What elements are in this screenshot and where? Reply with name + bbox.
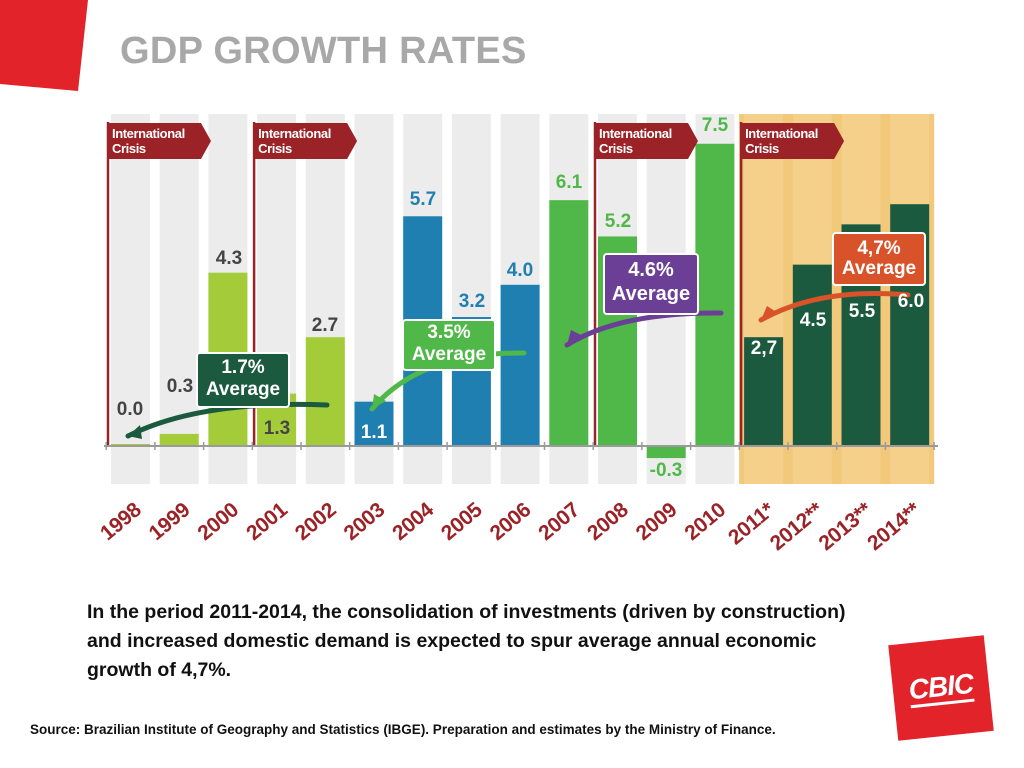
gdp-growth-chart: 1.7%Average3.5%Average4.6%Average4,7%Ave… (96, 114, 938, 555)
crisis-label-line2: Crisis (745, 141, 779, 156)
average-value-label: 4.6% (628, 259, 674, 281)
value-label-2002: 2.7 (312, 315, 338, 336)
x-tick-label: 2013** (814, 497, 877, 555)
average-value-label: 3.5% (427, 322, 470, 343)
average-arrowhead (761, 306, 778, 320)
year-labels-layer: 1998 1999 2000 2001 2002 2003 2004 2005 2006 2007… (96, 497, 926, 555)
crisis-banner (741, 123, 845, 159)
page-title: GDP GROWTH RATES (120, 30, 527, 72)
source-note: Source: Brazilian Institute of Geography… (30, 722, 776, 737)
average-arrowhead (372, 394, 386, 409)
summary-paragraph: In the period 2011-2014, the consolidati… (87, 601, 846, 681)
average-value-label: 1.7% (221, 357, 264, 378)
bar-2009 (646, 446, 686, 459)
bar-2007 (549, 200, 589, 446)
average-caption-label: Average (842, 258, 916, 279)
average-caption-label: Average (412, 344, 486, 365)
value-label-1998: 0.0 (117, 399, 143, 420)
average-badge (603, 253, 699, 315)
value-labels-layer: 0.0 0.3 4.3 1.3 2.7 1.1 5.7 3.2 4.0 6.1 5.2 -0.3 7.5… (117, 115, 924, 481)
value-label-2011: 2,7 (751, 338, 777, 359)
axis-layer (104, 442, 938, 450)
x-tick-label: 2000 (193, 498, 243, 545)
value-label-2001: 1.3 (264, 418, 290, 439)
average-caption-label: Average (612, 283, 690, 305)
crisis-markers-layer: InternationalCrisisInternationalCrisisIn… (108, 123, 845, 159)
bar-stripe (159, 114, 199, 484)
value-label-2012: 4.5 (800, 310, 827, 331)
value-label-2007: 6.1 (556, 172, 583, 193)
crisis-label-line1: International (599, 126, 672, 141)
value-label-1999: 0.3 (167, 376, 193, 397)
x-tick-label: 2001 (242, 498, 292, 545)
bar-2010 (695, 143, 735, 446)
x-tick-label: 1999 (145, 498, 195, 545)
x-tick-label: 2005 (437, 498, 487, 545)
crisis-label-line1: International (258, 126, 331, 141)
average-badge (402, 319, 496, 371)
value-label-2008: 5.2 (605, 211, 631, 232)
value-label-2004: 5.7 (410, 189, 436, 210)
average-caption-label: Average (206, 379, 280, 400)
value-label-2006: 4.0 (507, 260, 533, 281)
crisis-banner (254, 123, 358, 159)
value-label-2000: 4.3 (216, 248, 242, 269)
x-tick-label: 2007 (534, 498, 584, 545)
crisis-label-line2: Crisis (599, 141, 633, 156)
bar-stripe (111, 114, 150, 484)
x-tick-label: 2003 (340, 498, 390, 545)
x-tick-label: 2014** (863, 497, 926, 555)
averages-layer: 1.7%Average3.5%Average4.6%Average4,7%Ave… (125, 232, 926, 439)
bar-2006 (500, 284, 540, 446)
average-arrowhead (567, 330, 583, 345)
x-tick-label: 2008 (583, 498, 633, 545)
bar-2011 (744, 337, 784, 446)
logo-text: CBIC (907, 667, 975, 708)
average-badge (832, 232, 926, 286)
x-tick-label: 2002 (291, 498, 341, 545)
cbic-logo: CBIC (888, 635, 994, 741)
bar-2012 (792, 264, 832, 446)
crisis-label-line2: Crisis (258, 141, 292, 156)
bar-2002 (305, 337, 345, 446)
value-label-2009: -0.3 (650, 460, 683, 481)
average-value-label: 4,7% (857, 238, 900, 259)
value-label-2013: 5.5 (849, 301, 876, 322)
crisis-label-line2: Crisis (112, 141, 146, 156)
x-tick-label: 2010 (680, 498, 730, 545)
crisis-label-line1: International (745, 126, 818, 141)
bar-1999 (159, 433, 199, 446)
x-tick-label: 2004 (388, 498, 438, 545)
crisis-label-line1: International (112, 126, 185, 141)
crisis-banner (108, 123, 211, 159)
average-arrowhead (128, 425, 142, 439)
value-label-2014: 6.0 (898, 291, 924, 312)
value-label-2010: 7.5 (702, 115, 729, 136)
x-tick-label: 2009 (632, 498, 682, 545)
x-tick-label: 2006 (486, 498, 536, 545)
average-curve (125, 401, 330, 439)
value-label-2003: 1.1 (361, 422, 388, 443)
average-badge (196, 352, 290, 408)
corner-accent-shape (0, 0, 88, 91)
x-tick-label: 1998 (96, 498, 146, 545)
x-tick-label: 2012** (766, 497, 829, 555)
value-label-2005: 3.2 (459, 291, 485, 312)
crisis-banner (595, 123, 698, 159)
